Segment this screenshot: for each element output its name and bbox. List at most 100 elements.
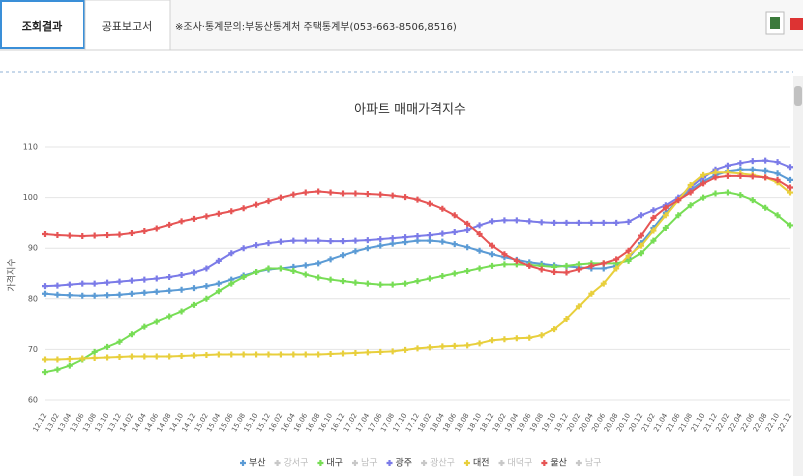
point-marker xyxy=(104,279,111,286)
legend-marker xyxy=(575,460,582,466)
point-marker xyxy=(141,289,148,296)
point-marker xyxy=(265,265,272,272)
point-marker xyxy=(737,160,744,167)
point-marker xyxy=(749,166,756,173)
point-marker xyxy=(91,280,98,287)
point-marker xyxy=(426,200,433,207)
point-marker xyxy=(389,235,396,242)
legend-marker xyxy=(421,460,428,466)
point-marker xyxy=(414,233,421,240)
point-marker xyxy=(141,353,148,360)
point-marker xyxy=(364,191,371,198)
point-marker xyxy=(116,291,123,298)
point-marker xyxy=(315,237,322,244)
point-marker xyxy=(166,287,173,294)
point-marker xyxy=(774,170,781,177)
point-marker xyxy=(588,262,595,269)
point-marker xyxy=(426,275,433,282)
point-marker xyxy=(402,280,409,287)
point-marker xyxy=(265,351,272,358)
point-marker xyxy=(538,332,545,339)
point-marker xyxy=(191,352,197,359)
point-marker xyxy=(54,282,61,289)
point-marker xyxy=(253,351,260,358)
point-marker xyxy=(712,174,719,181)
point-marker xyxy=(687,202,694,209)
point-marker xyxy=(377,281,384,288)
point-marker xyxy=(265,240,272,247)
point-marker xyxy=(364,349,371,356)
point-marker xyxy=(625,218,632,225)
point-marker xyxy=(141,227,148,234)
point-marker xyxy=(489,218,495,225)
point-marker xyxy=(315,188,322,195)
point-marker xyxy=(54,232,61,239)
point-marker xyxy=(439,238,446,245)
point-marker xyxy=(228,250,235,257)
point-marker xyxy=(526,218,533,225)
point-marker xyxy=(277,238,284,245)
point-marker xyxy=(203,213,210,220)
point-marker xyxy=(538,266,545,273)
tab-selected[interactable] xyxy=(0,0,85,49)
point-marker xyxy=(476,265,483,272)
point-marker xyxy=(600,260,607,267)
point-marker xyxy=(42,290,48,297)
point-marker xyxy=(489,242,495,249)
point-marker xyxy=(128,230,135,237)
point-marker xyxy=(464,220,471,227)
point-marker xyxy=(476,222,483,229)
chart-title: 아파트 매매가격지수 xyxy=(354,103,466,118)
point-marker xyxy=(501,217,508,224)
scrollbar[interactable] xyxy=(793,76,803,476)
point-marker xyxy=(79,233,86,240)
point-marker xyxy=(712,169,719,176)
point-marker xyxy=(426,237,433,244)
point-marker xyxy=(178,272,185,279)
point-marker xyxy=(575,266,582,273)
legend-label: 강서구 xyxy=(284,458,309,469)
point-marker xyxy=(290,351,297,358)
point-marker xyxy=(563,316,570,323)
point-marker xyxy=(215,257,222,264)
point-marker xyxy=(364,280,371,287)
point-marker xyxy=(787,164,793,171)
point-marker xyxy=(79,292,86,299)
point-marker xyxy=(749,197,756,204)
point-marker xyxy=(489,337,495,344)
point-marker xyxy=(563,269,570,276)
point-marker xyxy=(625,247,632,254)
point-marker xyxy=(240,205,247,212)
point-marker xyxy=(352,279,359,286)
point-marker xyxy=(215,210,222,217)
point-marker xyxy=(340,278,346,285)
tab-label[interactable]: 조회결과 xyxy=(22,19,62,33)
point-marker xyxy=(600,265,607,272)
point-marker xyxy=(203,265,210,272)
point-marker xyxy=(203,295,210,302)
point-marker xyxy=(439,230,446,237)
point-marker xyxy=(662,212,669,219)
point-marker xyxy=(340,190,346,197)
point-marker xyxy=(302,271,309,278)
point-marker xyxy=(638,232,644,239)
tab-label[interactable]: 공표보고서 xyxy=(102,20,153,33)
point-marker xyxy=(153,275,160,282)
point-marker xyxy=(389,281,396,288)
legend-label: 울산 xyxy=(550,458,567,469)
point-marker xyxy=(166,353,173,360)
point-marker xyxy=(451,229,458,236)
point-marker xyxy=(91,232,98,239)
point-marker xyxy=(638,250,644,257)
point-marker xyxy=(290,267,297,274)
point-marker xyxy=(327,350,334,357)
point-marker xyxy=(774,159,781,166)
point-marker xyxy=(501,261,508,268)
point-marker xyxy=(377,242,384,249)
y-tick-label: 110 xyxy=(23,143,38,152)
pdf-icon[interactable] xyxy=(790,18,803,30)
scroll-thumb[interactable] xyxy=(794,86,802,106)
legend-marker xyxy=(541,460,548,466)
tab[interactable] xyxy=(84,0,171,51)
point-marker xyxy=(551,219,558,226)
